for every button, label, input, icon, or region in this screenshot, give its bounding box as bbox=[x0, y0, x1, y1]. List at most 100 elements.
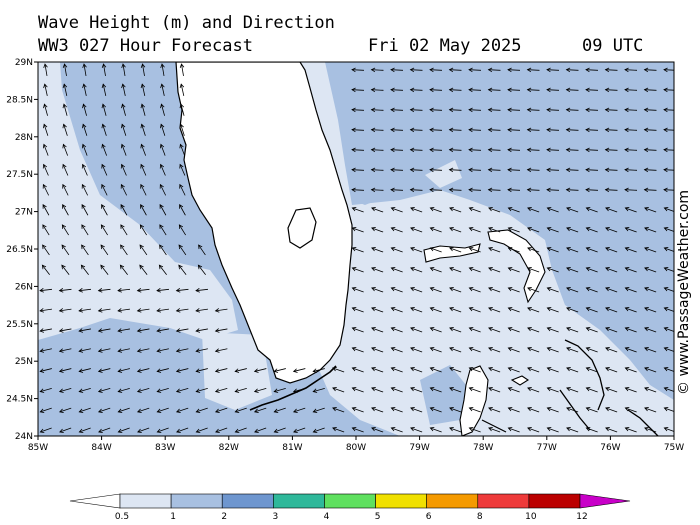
wave-arrow bbox=[42, 224, 50, 236]
wave-arrow bbox=[80, 264, 89, 276]
wave-arrow bbox=[624, 406, 637, 413]
wave-arrow bbox=[390, 187, 404, 193]
wave-arrow bbox=[605, 366, 618, 373]
wave-arrow bbox=[62, 123, 68, 136]
wave-arrow bbox=[43, 83, 48, 96]
wave-arrow bbox=[448, 147, 462, 153]
wave-arrow bbox=[58, 368, 72, 373]
wave-arrow bbox=[546, 426, 559, 433]
wave-arrow bbox=[81, 204, 89, 216]
wave-arrow bbox=[62, 183, 69, 196]
wave-arrow bbox=[390, 266, 403, 273]
wave-arrow bbox=[139, 264, 148, 276]
wave-arrow bbox=[371, 226, 384, 233]
wave-arrow bbox=[605, 406, 618, 413]
wave-arrow bbox=[195, 407, 208, 413]
wave-arrow bbox=[136, 328, 150, 333]
wave-arrow bbox=[605, 346, 618, 353]
wave-arrow bbox=[43, 123, 49, 136]
wave-arrow bbox=[178, 264, 187, 276]
wave-arrow bbox=[624, 226, 637, 233]
wave-arrow bbox=[39, 407, 52, 413]
lat-label: 25.5N bbox=[6, 320, 33, 330]
wave-arrow bbox=[624, 187, 638, 193]
wave-arrow bbox=[487, 187, 501, 193]
lon-label: 78W bbox=[473, 443, 493, 453]
lat-label: 26N bbox=[15, 282, 33, 292]
wave-arrow bbox=[468, 67, 482, 73]
wave-arrow bbox=[121, 123, 127, 136]
wave-arrow bbox=[370, 167, 384, 173]
wave-arrow bbox=[332, 406, 345, 413]
wave-arrow bbox=[39, 348, 52, 353]
legend-swatch bbox=[119, 493, 172, 509]
wave-arrow bbox=[273, 407, 286, 413]
wave-arrow bbox=[429, 326, 442, 333]
wave-arrow bbox=[527, 246, 540, 253]
wave-arrow bbox=[62, 204, 69, 216]
wave-arrow bbox=[507, 167, 521, 173]
wave-arrow bbox=[507, 87, 521, 93]
wave-arrow bbox=[585, 326, 598, 333]
wave-arrow bbox=[429, 127, 443, 133]
legend-swatch bbox=[170, 493, 223, 509]
legend-swatch bbox=[375, 493, 427, 509]
wave-arrow bbox=[39, 427, 52, 434]
wave-arrow bbox=[527, 366, 540, 373]
wave-arrow bbox=[585, 107, 599, 113]
wave-arrow bbox=[585, 346, 598, 353]
wave-arrow bbox=[410, 306, 423, 313]
wave-arrow bbox=[214, 348, 228, 353]
wave-arrow bbox=[468, 87, 482, 93]
wave-arrow bbox=[195, 288, 209, 293]
wave-arrow bbox=[371, 406, 384, 413]
wave-arrow bbox=[624, 206, 637, 213]
wave-arrow bbox=[546, 386, 559, 393]
wave-arrow bbox=[273, 387, 286, 393]
lon-label: 79W bbox=[409, 443, 429, 453]
wave-arrow bbox=[58, 288, 72, 293]
wave-arrow bbox=[371, 286, 384, 293]
wave-arrow bbox=[351, 226, 364, 233]
wave-arrow bbox=[136, 387, 150, 393]
wave-arrow bbox=[390, 386, 403, 393]
wave-arrow bbox=[43, 103, 48, 116]
wave-arrow bbox=[429, 426, 442, 433]
wave-arrow bbox=[585, 206, 598, 213]
wave-arrow bbox=[449, 346, 462, 353]
legend-tick-label: 0.5 bbox=[115, 512, 129, 522]
wave-arrow bbox=[195, 427, 208, 434]
legend-tick-label: 5 bbox=[375, 512, 381, 522]
wave-arrow bbox=[488, 346, 501, 353]
wave-arrow bbox=[101, 103, 107, 116]
wave-arrow bbox=[605, 206, 618, 213]
wave-arrow bbox=[78, 288, 92, 293]
wave-arrow bbox=[351, 346, 364, 353]
wave-arrow bbox=[136, 368, 150, 373]
wave-arrow bbox=[604, 127, 618, 133]
wave-arrow bbox=[370, 127, 384, 133]
legend-max-arrow bbox=[579, 493, 631, 509]
wave-arrow bbox=[526, 187, 540, 193]
wave-arrow bbox=[39, 368, 52, 373]
wave-arrow bbox=[58, 407, 72, 413]
wave-arrow bbox=[429, 246, 442, 253]
wave-arrow bbox=[390, 246, 403, 253]
legend-swatch bbox=[324, 493, 376, 509]
wave-arrow bbox=[178, 224, 186, 236]
legend-swatch bbox=[528, 493, 581, 509]
wave-arrow bbox=[488, 366, 501, 373]
wave-arrow bbox=[58, 308, 72, 313]
wave-arrow bbox=[120, 143, 127, 156]
wave-arrow bbox=[526, 147, 540, 153]
wave-arrow bbox=[351, 266, 364, 273]
wave-arrow bbox=[585, 386, 598, 393]
wave-arrow bbox=[566, 326, 579, 333]
wave-arrow bbox=[429, 67, 443, 73]
wave-arrow bbox=[292, 368, 306, 373]
wave-arrow bbox=[140, 103, 146, 116]
wave-arrow bbox=[429, 167, 443, 173]
wave-arrow bbox=[156, 348, 169, 353]
wave-arrow bbox=[292, 387, 306, 393]
wave-arrow bbox=[100, 264, 109, 276]
